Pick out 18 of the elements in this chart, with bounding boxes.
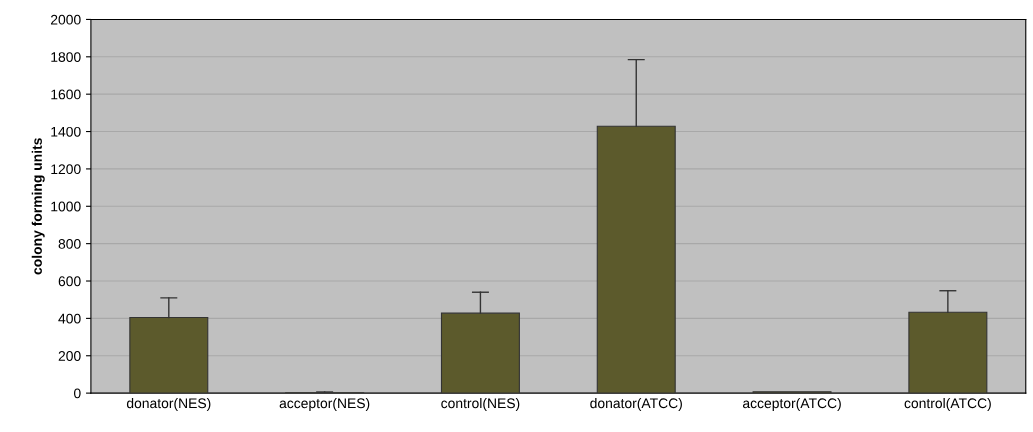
x-tick-label: acceptor(ATCC) xyxy=(742,397,841,411)
y-tick-label: 1800 xyxy=(51,52,81,62)
y-tick-label: 400 xyxy=(58,313,81,324)
y-tick-label: 2000 xyxy=(50,14,81,25)
y-tick-label: 800 xyxy=(58,238,81,249)
y-tick-label: 1600 xyxy=(51,89,81,100)
y-tick-label: 200 xyxy=(58,351,81,361)
x-tick-label: donator(ATCC) xyxy=(590,397,682,411)
y-tick-label: 1000 xyxy=(51,201,81,212)
x-tick-label: acceptor(NES) xyxy=(279,397,370,411)
y-tick-label: 1400 xyxy=(51,126,81,137)
y-tick-label: 0 xyxy=(74,388,81,399)
x-tick-label: control(ATCC) xyxy=(904,397,991,411)
y-tick-label: 600 xyxy=(58,276,81,287)
x-tick-label: donator(NES) xyxy=(126,397,211,411)
x-tick-label: control(NES) xyxy=(441,397,520,411)
y-axis-title: colony forming units xyxy=(31,138,45,275)
y-tick-label: 1200 xyxy=(51,164,81,175)
